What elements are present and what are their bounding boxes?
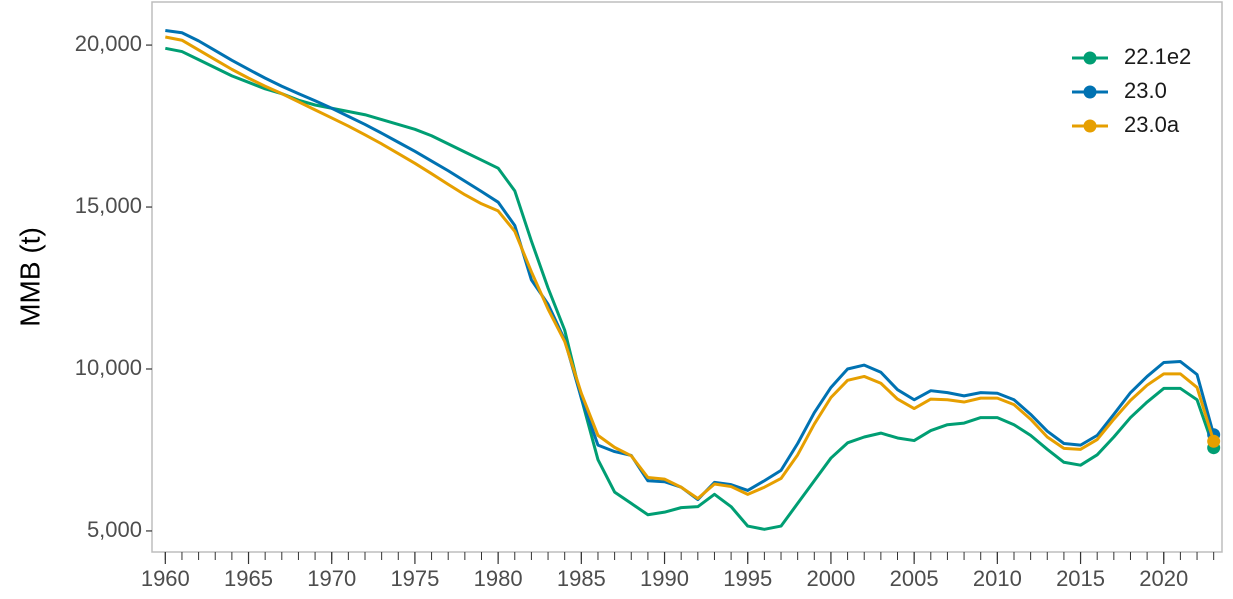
x-tick-label: 1975 [390,566,439,591]
legend-marker [1083,119,1097,133]
legend-marker [1083,85,1097,99]
x-tick-label: 1970 [307,566,356,591]
x-tick-label: 1985 [557,566,606,591]
series-line [165,46,1216,531]
y-tick-label: 15,000 [75,193,142,218]
plot-border [151,1,1223,553]
x-tick-label: 1965 [224,566,273,591]
x-tick-label: 1960 [141,566,190,591]
y-tick-label: 20,000 [75,31,142,56]
end-marker [1207,434,1221,448]
y-tick-label: 10,000 [75,355,142,380]
series-line [165,35,1216,501]
x-tick-label: 2000 [806,566,855,591]
x-tick-label: 1990 [640,566,689,591]
legend-label: 23.0a [1124,112,1180,137]
x-tick-label: 2010 [973,566,1022,591]
x-tick-label: 2020 [1139,566,1188,591]
y-axis-title: MMB (t) [14,227,45,327]
x-tick-label: 1980 [474,566,523,591]
legend-marker [1083,51,1097,65]
series-line [165,29,1216,502]
legend-label: 22.1e2 [1124,44,1191,69]
x-tick-label: 2005 [890,566,939,591]
y-tick-label: 5,000 [87,517,142,542]
x-tick-label: 2015 [1056,566,1105,591]
x-tick-label: 1995 [723,566,772,591]
legend-label: 23.0 [1124,78,1167,103]
